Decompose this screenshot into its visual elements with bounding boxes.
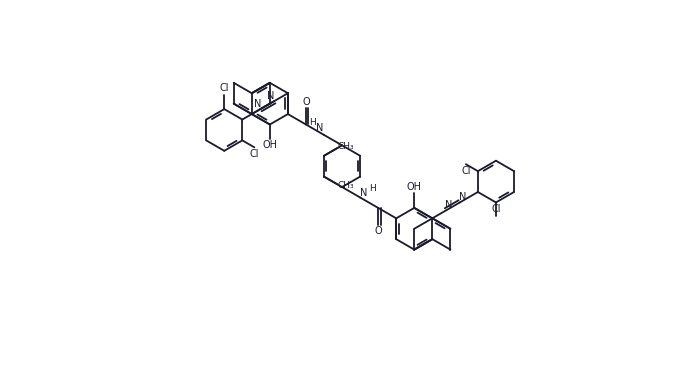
Text: N: N	[361, 188, 368, 198]
Text: N: N	[459, 193, 466, 203]
Text: H: H	[309, 117, 315, 127]
Text: Cl: Cl	[219, 83, 229, 93]
Text: OH: OH	[262, 141, 278, 150]
Text: CH₃: CH₃	[338, 142, 354, 151]
Text: O: O	[375, 226, 382, 236]
Text: H: H	[368, 184, 375, 193]
Text: Cl: Cl	[491, 204, 500, 214]
Text: CH₃: CH₃	[338, 181, 354, 190]
Text: N: N	[254, 99, 261, 109]
Text: OH: OH	[407, 182, 421, 192]
Text: N: N	[317, 123, 324, 133]
Text: N: N	[268, 91, 275, 101]
Text: O: O	[302, 96, 310, 107]
Text: Cl: Cl	[461, 166, 470, 176]
Text: Cl: Cl	[250, 149, 259, 159]
Text: N: N	[445, 200, 453, 210]
